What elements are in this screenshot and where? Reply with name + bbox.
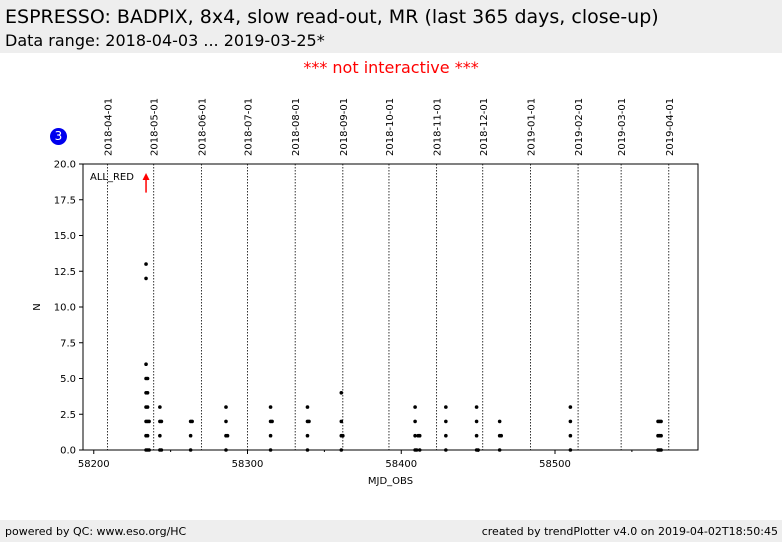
data-point (144, 262, 148, 266)
annotation-arrow-head (142, 173, 150, 181)
data-point (158, 433, 162, 438)
data-range-subtitle: Data range: 2018-04-03 ... 2019-03-25* (5, 31, 325, 50)
y-tick-label: 7.5 (60, 338, 76, 349)
data-point (659, 433, 663, 438)
data-point (159, 419, 164, 424)
data-point (145, 391, 150, 395)
date-line-label: 2019-03-01 (617, 98, 628, 156)
data-point (568, 433, 573, 438)
data-point (497, 419, 502, 424)
page-title: ESPRESSO: BADPIX, 8x4, slow read-out, MR… (5, 6, 659, 28)
x-axis-label: MJD_OBS (368, 476, 413, 487)
data-point (444, 405, 448, 409)
x-tick-label: 58500 (539, 459, 571, 470)
data-point (444, 433, 448, 438)
date-line-label: 2018-08-01 (291, 98, 302, 156)
data-point (659, 419, 663, 424)
data-point (225, 433, 230, 438)
date-line-label: 2018-07-01 (244, 98, 255, 156)
date-line-label: 2019-01-01 (526, 98, 537, 156)
date-line-label: 2018-12-01 (479, 98, 490, 156)
y-tick-label: 12.5 (54, 267, 76, 278)
data-point (339, 419, 344, 424)
data-point (190, 419, 194, 424)
y-tick-label: 5.0 (60, 374, 76, 385)
footer-powered-by: powered by QC: www.eso.org/HC (5, 525, 187, 538)
header-bar: ESPRESSO: BADPIX, 8x4, slow read-out, MR… (0, 0, 782, 53)
date-line-label: 2018-05-01 (150, 98, 161, 156)
y-tick-label: 0.0 (60, 446, 76, 457)
x-tick-label: 58200 (78, 459, 110, 470)
plot-number-badge: 3 (50, 128, 67, 145)
y-tick-label: 20.0 (54, 160, 76, 171)
data-point (145, 405, 150, 409)
data-point (268, 433, 273, 438)
y-axis-label: N (32, 303, 43, 310)
data-point (413, 433, 417, 438)
data-point (224, 419, 228, 424)
data-point (339, 391, 344, 395)
y-tick-label: 2.5 (60, 410, 76, 421)
y-tick-label: 17.5 (54, 195, 76, 206)
not-interactive-notice: *** not interactive *** (303, 58, 479, 77)
data-point (270, 419, 274, 424)
date-line-label: 2019-02-01 (574, 98, 585, 156)
data-point (417, 433, 422, 438)
data-point (145, 376, 150, 381)
x-tick-label: 58300 (232, 459, 264, 470)
data-point (341, 433, 345, 438)
date-line-label: 2018-11-01 (433, 98, 444, 156)
data-point (444, 419, 448, 424)
data-point (145, 433, 150, 438)
data-point (224, 405, 228, 409)
x-tick-label: 58400 (385, 459, 417, 470)
data-point (158, 405, 162, 409)
y-tick-label: 15.0 (54, 231, 76, 242)
date-line-label: 2018-04-01 (104, 98, 115, 156)
data-point (188, 433, 193, 438)
data-point (474, 405, 479, 409)
footer-bar: powered by QC: www.eso.org/HC created by… (0, 520, 782, 542)
date-line-label: 2018-10-01 (385, 98, 396, 156)
date-line-label: 2019-04-01 (665, 98, 676, 156)
data-point (268, 405, 273, 409)
date-line-label: 2018-06-01 (197, 98, 208, 156)
data-point (144, 276, 148, 281)
footer-created-by: created by trendPlotter v4.0 on 2019-04-… (481, 525, 778, 538)
annotation-label: ALL_RED (90, 172, 134, 183)
data-point (413, 405, 417, 409)
plot-frame (82, 163, 699, 451)
data-point (568, 419, 573, 424)
data-point (147, 419, 151, 424)
data-point (144, 362, 148, 367)
data-point (307, 419, 311, 424)
date-line-label: 2018-09-01 (339, 98, 350, 156)
data-point (305, 433, 310, 438)
data-point (474, 433, 479, 438)
data-point (305, 405, 310, 409)
data-point (413, 419, 417, 424)
data-point (499, 433, 504, 438)
data-point (474, 419, 479, 424)
y-tick-label: 10.0 (54, 303, 76, 314)
data-point (568, 405, 573, 409)
